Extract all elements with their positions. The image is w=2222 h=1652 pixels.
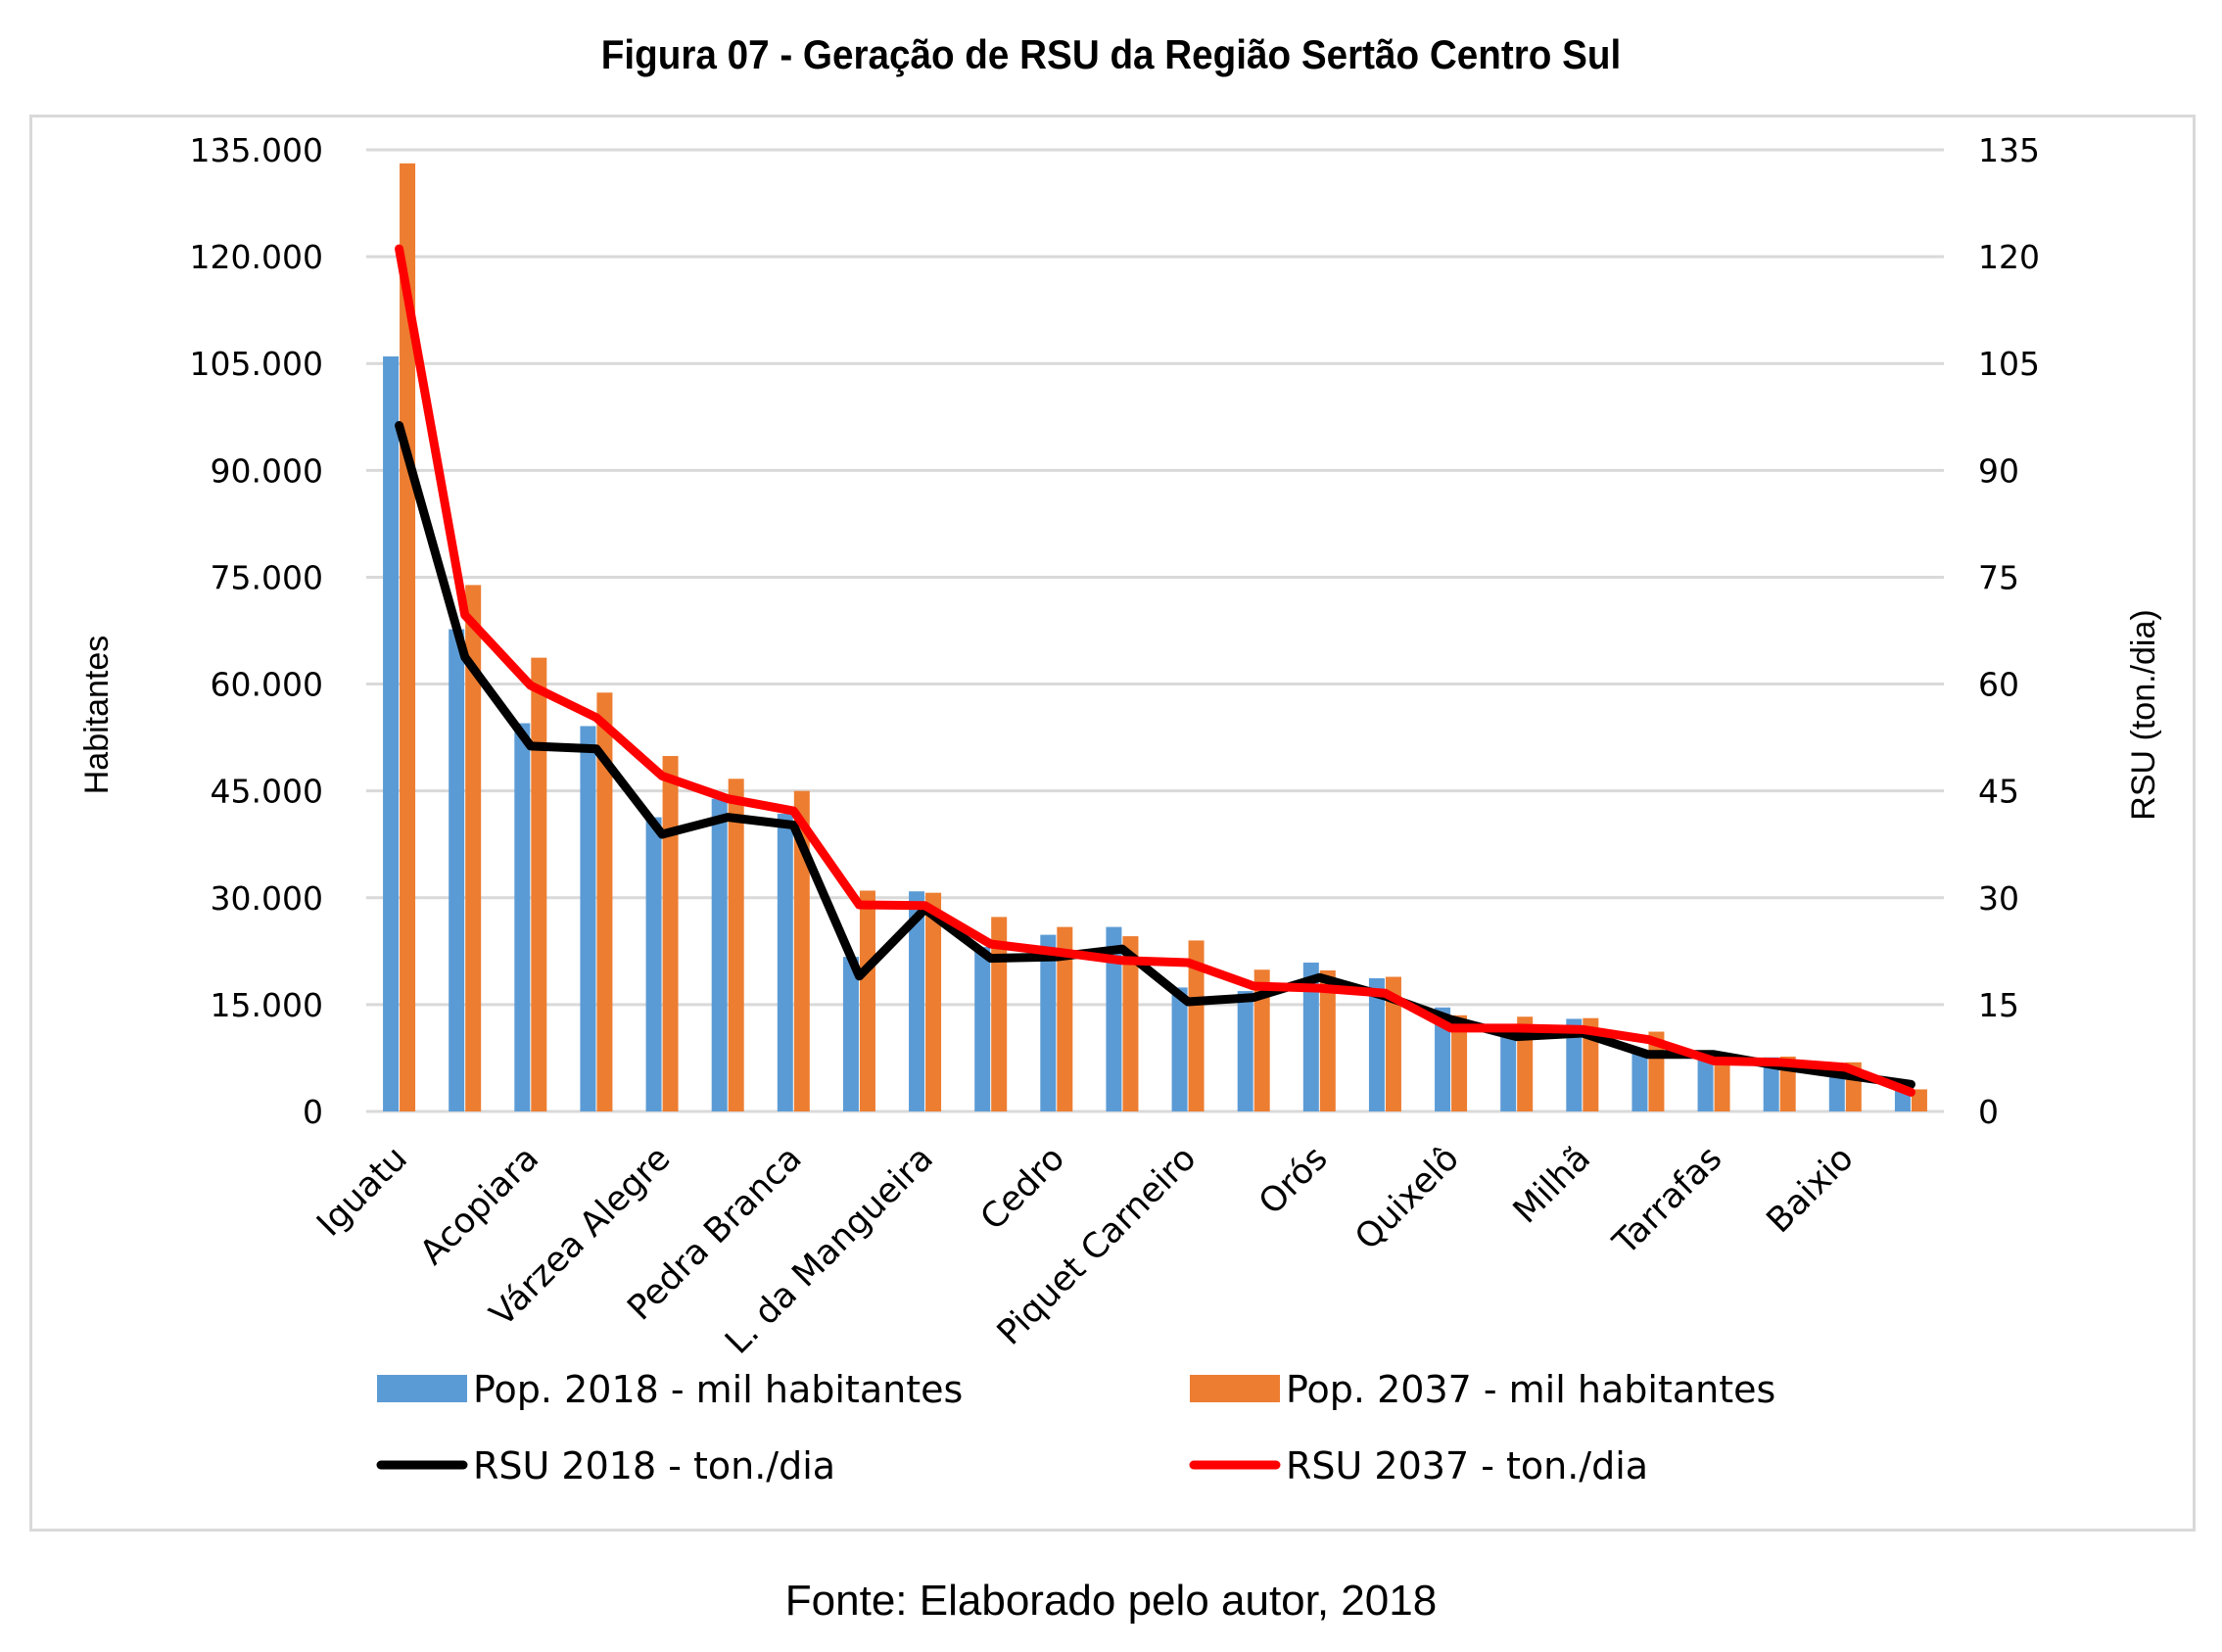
bar-pop-2037 <box>925 892 942 1111</box>
bar-pop-2018 <box>974 946 991 1111</box>
y-tick-label-right: 120 <box>1978 238 2040 276</box>
legend-swatch <box>1190 1375 1280 1402</box>
bar-pop-2018 <box>449 629 465 1111</box>
bar-pop-2018 <box>909 891 925 1111</box>
bar-pop-2018 <box>711 798 728 1111</box>
y-tick-label-right: 0 <box>1978 1093 1999 1131</box>
bar-pop-2018 <box>1040 934 1057 1111</box>
bar-pop-2018 <box>777 813 793 1111</box>
y-axis-left-title: Habitantes <box>78 636 116 795</box>
x-tick-label: Iguatu <box>309 1139 415 1245</box>
bar-pop-2018 <box>1500 1024 1517 1111</box>
bar-pop-2037 <box>1319 969 1336 1111</box>
bar-pop-2037 <box>1911 1089 1927 1111</box>
y-tick-label-right: 105 <box>1978 345 2040 383</box>
gridlines <box>366 148 1944 1113</box>
bar-pop-2018 <box>1237 991 1253 1111</box>
y-tick-label-left: 75.000 <box>211 558 323 596</box>
bar-pop-2018 <box>1435 1007 1451 1111</box>
y-tick-label-right: 135 <box>1978 131 2040 169</box>
bar-pop-2037 <box>662 756 679 1111</box>
y-tick-label-right: 75 <box>1978 558 2019 596</box>
x-tick-label: Cedro <box>973 1139 1072 1238</box>
bar-pop-2018 <box>383 355 400 1112</box>
bar-pop-2018 <box>1894 1090 1911 1111</box>
y-tick-label-left: 105.000 <box>190 345 323 383</box>
x-tick-label: Milhã <box>1506 1139 1598 1231</box>
bar-pop-2018 <box>1697 1051 1714 1111</box>
bar-pop-2018 <box>645 817 662 1111</box>
y-tick-label-left: 90.000 <box>211 451 323 490</box>
legend: Pop. 2018 - mil habitantes Pop. 2037 - mi… <box>376 1368 1775 1487</box>
bar-pop-2018 <box>1631 1051 1648 1111</box>
bar-pop-2018 <box>1763 1057 1779 1111</box>
bar-pop-2037 <box>728 779 744 1111</box>
bars <box>383 163 1927 1112</box>
y-tick-label-left: 120.000 <box>190 238 323 276</box>
bar-pop-2037 <box>1253 969 1270 1111</box>
bar-pop-2037 <box>859 890 875 1111</box>
bar-pop-2018 <box>514 723 531 1111</box>
x-tick-label: Orós <box>1252 1139 1335 1222</box>
bar-pop-2037 <box>1714 1061 1730 1111</box>
y-tick-label-right: 15 <box>1978 986 2019 1024</box>
line-rsu-2037 <box>395 244 1915 1097</box>
legend-label: Pop. 2018 - mil habitantes <box>473 1368 963 1411</box>
figure-title: Figura 07 - Geração de RSU da Região Ser… <box>600 31 1622 77</box>
y-tick-label-right: 30 <box>1978 879 2019 918</box>
bar-pop-2037 <box>991 917 1008 1111</box>
line-rsu-2018 <box>395 421 1915 1089</box>
bar-pop-2037 <box>1122 936 1139 1111</box>
bar-pop-2037 <box>596 692 613 1111</box>
y-tick-label-right: 45 <box>1978 773 2019 811</box>
y-axis-right-ticks: 0 15 30 45 60 75 90 105 120 135 <box>1978 131 2040 1131</box>
y-tick-label-left: 30.000 <box>211 879 323 918</box>
y-tick-label-left: 0 <box>303 1093 323 1131</box>
y-tick-label-left: 135.000 <box>190 131 323 169</box>
bar-pop-2018 <box>1828 1075 1845 1111</box>
legend-swatch <box>377 1375 467 1402</box>
source-note: Fonte: Elaborado pelo autor, 2018 <box>784 1577 1438 1625</box>
bar-pop-2018 <box>1566 1018 1583 1111</box>
x-tick-label: Baixio <box>1760 1139 1862 1241</box>
bar-pop-2037 <box>1451 1015 1468 1111</box>
bar-pop-2037 <box>793 790 810 1111</box>
bar-pop-2018 <box>842 957 859 1111</box>
y-axis-left-ticks: 0 15.000 30.000 45.000 60.000 75.000 90.000 105… <box>190 131 323 1131</box>
bar-pop-2037 <box>531 657 547 1111</box>
bar-pop-2018 <box>1302 962 1319 1111</box>
bar-pop-2018 <box>1106 926 1122 1111</box>
x-tick-label: Acopiara <box>413 1139 547 1273</box>
y-tick-label-right: 60 <box>1978 666 2019 704</box>
x-tick-label: Tarrafas <box>1605 1139 1729 1263</box>
bar-pop-2018 <box>580 726 596 1111</box>
y-axis-right-title: RSU (ton./dia) <box>2125 609 2162 820</box>
lines <box>395 244 1915 1097</box>
legend-label: Pop. 2037 - mil habitantes <box>1286 1368 1775 1411</box>
bar-pop-2037 <box>465 585 482 1111</box>
bar-pop-2037 <box>1385 976 1401 1111</box>
x-tick-label: Quixelô <box>1347 1139 1466 1257</box>
bar-pop-2018 <box>1171 987 1188 1111</box>
y-tick-label-left: 15.000 <box>211 986 323 1024</box>
legend-label: RSU 2037 - ton./dia <box>1286 1444 1648 1487</box>
bar-pop-2037 <box>400 163 416 1111</box>
y-tick-label-left: 45.000 <box>211 773 323 811</box>
legend-label: RSU 2018 - ton./dia <box>473 1444 835 1487</box>
bar-pop-2018 <box>1368 977 1385 1111</box>
y-tick-label-right: 90 <box>1978 451 2019 490</box>
bar-pop-2037 <box>1188 940 1205 1111</box>
bar-pop-2037 <box>1057 926 1073 1111</box>
y-tick-label-left: 60.000 <box>211 666 323 704</box>
